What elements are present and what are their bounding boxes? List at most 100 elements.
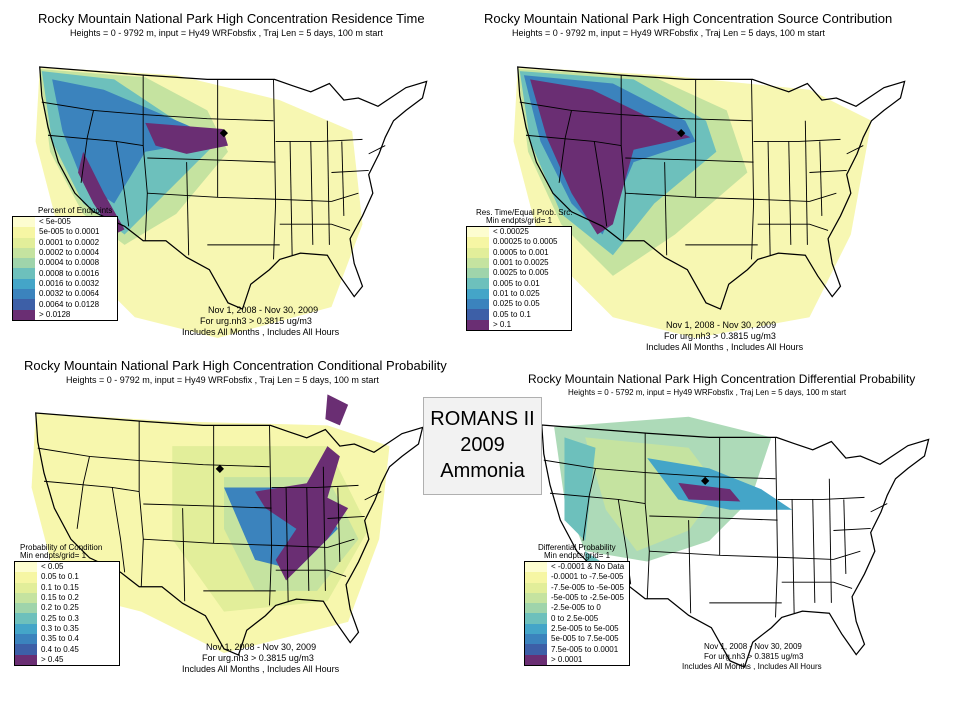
legend-label: 0.005 to 0.01 (493, 278, 540, 288)
legend-swatch (13, 258, 35, 269)
legend-item: 0.01 to 0.025 (467, 288, 571, 300)
legend-swatch (467, 257, 489, 269)
legend-item: 0 to 2.5e-005 (525, 613, 629, 624)
legend-label: 0.0016 to 0.0032 (39, 278, 100, 288)
legend-item: > 0.0001 (525, 654, 629, 665)
legend-item: 0.005 to 0.01 (467, 278, 571, 289)
legend-item: 0.0001 to 0.0002 (13, 237, 117, 248)
legend-swatch (13, 289, 35, 300)
legend-swatch (15, 572, 37, 583)
legend-label: 0.3 to 0.35 (41, 623, 79, 633)
legend-label: > 0.0001 (551, 654, 583, 664)
panel-subtitle: Heights = 0 - 9792 m, input = Hy49 WRFob… (512, 28, 825, 38)
legend-item: 2.5e-005 to 5e-005 (525, 623, 629, 635)
legend-label: 0.0005 to 0.001 (493, 247, 549, 257)
legend-label: -2.5e-005 to 0 (551, 603, 601, 613)
legend-item: 0.0004 to 0.0008 (13, 258, 117, 269)
legend-item: 0.00025 to 0.0005 (467, 237, 571, 248)
legend-rows: < 5e-005 5e-005 to 0.0001 0.0001 to 0.0002… (13, 217, 117, 320)
legend-item: 0.05 to 0.1 (15, 572, 119, 583)
legend-subtitle: Min endpts/grid= 1 (544, 551, 611, 560)
legend-item: 0.0064 to 0.0128 (13, 299, 117, 310)
legend-item: 0.0032 to 0.0064 (13, 289, 117, 300)
date-range: Nov 1, 2008 - Nov 30, 2009 (666, 320, 777, 330)
legend-swatch (467, 278, 489, 289)
legend-swatch (467, 288, 489, 300)
legend-item: 0.1 to 0.15 (15, 582, 119, 593)
legend-label: 0.4 to 0.45 (41, 644, 79, 654)
legend-label: 0.25 to 0.3 (41, 613, 79, 623)
panel-title: Rocky Mountain National Park High Concen… (484, 11, 893, 26)
site-marker (219, 129, 228, 138)
legend-swatch (13, 237, 35, 248)
overlay-line-3: Ammonia (440, 460, 525, 482)
legend-item: 5e-005 to 0.0001 (13, 227, 117, 238)
legend-swatch (467, 299, 489, 310)
legend-swatch (525, 623, 547, 635)
map-fill (78, 151, 125, 235)
panel-title: Rocky Mountain National Park High Concen… (24, 358, 447, 373)
legend-subtitle: Min endpts/grid= 1 (20, 551, 87, 560)
legend-swatch (525, 603, 547, 614)
legend-label: 0.1 to 0.15 (41, 582, 79, 592)
site-marker (701, 476, 710, 485)
legend-item: > 0.0128 (13, 309, 117, 320)
legend-label: < 0.05 (41, 562, 64, 572)
legend-rows: < 0.00025 0.00025 to 0.0005 0.0005 to 0.00… (467, 227, 571, 330)
panel-subtitle: Heights = 0 - 9792 m, input = Hy49 WRFob… (66, 375, 379, 385)
includes: Includes All Months , Includes All Hours (182, 664, 340, 674)
map-fill (325, 394, 349, 426)
criteria: For urg.nh3 > 0.3815 ug/m3 (202, 653, 314, 663)
date-range: Nov 1, 2008 - Nov 30, 2009 (206, 642, 317, 652)
legend-label: 0.0032 to 0.0064 (39, 289, 100, 299)
map-fill (255, 446, 349, 581)
legend-label: 0.35 to 0.4 (41, 634, 79, 644)
legend-swatch (525, 654, 547, 665)
legend-swatch (467, 237, 489, 248)
legend-label: 7.5e-005 to 0.0001 (551, 644, 619, 654)
legend-title: Res. Time/Equal Prob. Src. (476, 208, 573, 217)
legend-rows: < 0.05 0.05 to 0.1 0.1 to 0.15 0.15 to 0.2 0… (15, 562, 119, 665)
legend-swatch (15, 654, 37, 665)
legend-swatch (13, 309, 35, 320)
legend-item: < -0.0001 & No Data (525, 562, 629, 573)
site-marker (677, 129, 686, 138)
legend-item: < 0.00025 (467, 227, 571, 238)
panel-subtitle: Heights = 0 - 9792 m, input = Hy49 WRFob… (70, 28, 383, 38)
legend-swatch (525, 582, 547, 593)
legend-item: 0.2 to 0.25 (15, 603, 119, 614)
legend-swatch (467, 247, 489, 258)
legend-item: -0.0001 to -7.5e-005 (525, 572, 629, 583)
legend-swatch (15, 634, 37, 645)
legend-label: > 0.1 (493, 319, 512, 329)
legend-label: 5e-005 to 0.0001 (39, 227, 100, 237)
includes: Includes All Months , Includes All Hours (646, 342, 804, 352)
overlay-line-1: ROMANS II (430, 408, 535, 430)
legend-swatch (13, 217, 35, 228)
legend-item: 0.001 to 0.0025 (467, 257, 571, 269)
legend-item: 0.0025 to 0.005 (467, 268, 571, 279)
legend-swatch (13, 247, 35, 259)
legend-swatch (467, 227, 489, 238)
legend-swatch (525, 572, 547, 583)
legend-swatch (13, 299, 35, 310)
legend-label: < 0.00025 (493, 227, 529, 237)
legend-item: -5e-005 to -2.5e-005 (525, 592, 629, 604)
legend-swatch (15, 644, 37, 655)
overlay-line-2: 2009 (460, 434, 505, 456)
includes: Includes All Months , Includes All Hours (182, 327, 340, 337)
legend-item: 0.0016 to 0.0032 (13, 278, 117, 290)
criteria: For urg.nh3 > 0.3815 ug/m3 (664, 331, 776, 341)
legend-item: 0.0005 to 0.001 (467, 247, 571, 258)
site-marker (215, 464, 224, 473)
legend-item: 0.0008 to 0.0016 (13, 268, 117, 279)
legend-source-contribution: < 0.00025 0.00025 to 0.0005 0.0005 to 0.00… (466, 226, 572, 331)
legend-swatch (13, 268, 35, 279)
legend-swatch (467, 319, 489, 330)
legend-label: 0.025 to 0.05 (493, 299, 540, 309)
panel-title: Rocky Mountain National Park High Concen… (38, 11, 425, 26)
legend-label: -0.0001 to -7.5e-005 (551, 572, 624, 582)
legend-swatch (467, 268, 489, 279)
legend-label: -5e-005 to -2.5e-005 (551, 593, 624, 603)
legend-label: < 5e-005 (39, 217, 71, 227)
